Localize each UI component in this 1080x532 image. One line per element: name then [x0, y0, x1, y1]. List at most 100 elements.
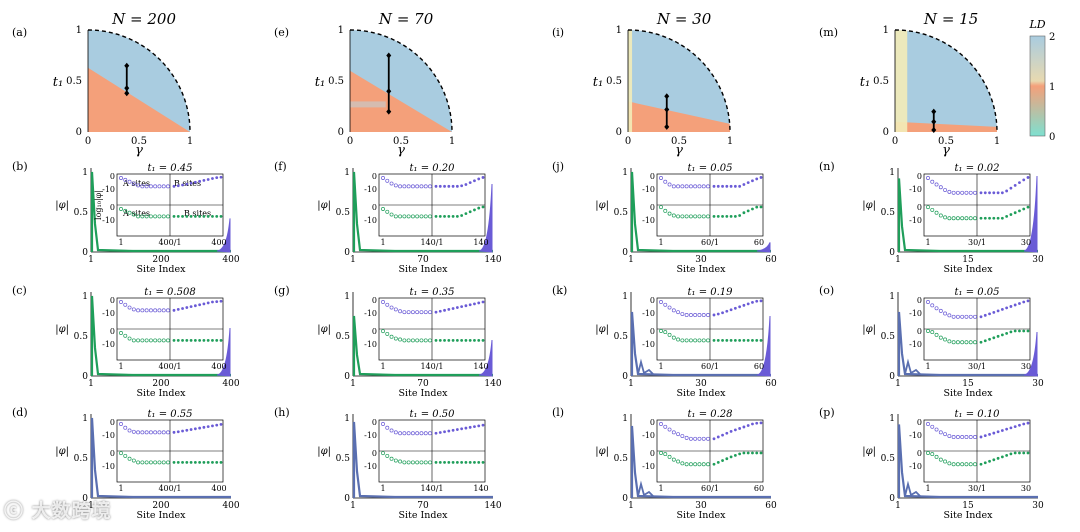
xtick: 1: [895, 255, 901, 265]
ylabel: |φ|: [595, 324, 609, 335]
phase-ytick: 0.5: [873, 76, 889, 87]
inset-marker-b: [742, 339, 746, 342]
ytick: 0.5: [336, 208, 351, 218]
inset-marker-a: [131, 338, 136, 343]
inset-xtick: 30/1: [968, 484, 986, 493]
left-edge-state: [90, 171, 231, 253]
inset-marker-b: [451, 215, 455, 218]
inset-ytick: -10: [102, 431, 115, 440]
inset-marker-a: [385, 178, 390, 183]
inset-marker-a: [659, 205, 663, 210]
ytick: 1: [889, 292, 895, 302]
inset-marker-a: [693, 436, 698, 441]
inset-ytick: -10: [364, 431, 377, 440]
ytick: 0.5: [881, 454, 896, 464]
panel-label: (m): [819, 26, 838, 39]
inset-marker-a: [423, 460, 428, 465]
colorbar-tick: 1: [1049, 82, 1055, 93]
inset-marker-b: [712, 215, 716, 218]
inset-marker-b: [1005, 453, 1009, 457]
inset-xtick: 30: [1021, 362, 1031, 371]
inset-marker-b: [1022, 300, 1026, 304]
phase-ytick: 1: [338, 25, 344, 36]
inset-marker-a: [148, 460, 153, 465]
ytick: 1: [82, 414, 88, 424]
inset-marker-a: [688, 338, 693, 343]
inset-marker-b: [477, 424, 481, 428]
inset-marker-b: [189, 215, 193, 218]
left-edge-state: [90, 417, 231, 499]
xtick: 15: [962, 501, 974, 511]
ylabel: |φ|: [55, 324, 69, 335]
inset-marker-b: [755, 205, 759, 209]
inset-marker-a: [697, 214, 702, 219]
inset-marker-a: [684, 214, 689, 219]
inset-marker-a: [423, 310, 428, 315]
phase-diagram: 0 0.5 1 0 0.5 1 t₁ γ N = 200 (a): [12, 10, 193, 158]
inset-marker-b: [729, 215, 733, 218]
inset-marker-b: [176, 215, 180, 218]
phase-title: N = 30: [656, 10, 712, 28]
inset-marker-a: [123, 177, 128, 182]
inset-marker-b: [468, 303, 472, 307]
inset-marker-a: [688, 313, 693, 317]
inset-ytick: 0: [650, 418, 655, 427]
inset-marker-b: [185, 339, 189, 342]
inset-marker-a: [419, 214, 424, 219]
inset-marker-a: [166, 430, 170, 435]
xtick: 1: [350, 255, 356, 265]
ylabel: |φ|: [595, 446, 609, 457]
inset-marker-a: [140, 338, 145, 343]
inset-marker-a: [671, 213, 676, 218]
ytick: 0: [344, 248, 350, 258]
inset-marker-a: [410, 310, 415, 315]
inset-ylabel: log₁₀|φ|: [94, 190, 103, 220]
inset-marker-b: [1000, 308, 1004, 311]
inset-marker-a: [934, 427, 939, 432]
inset-marker-a: [410, 338, 415, 343]
inset-marker-b: [172, 430, 176, 434]
inset-marker-a: [955, 314, 960, 319]
inset-marker-b: [988, 337, 991, 341]
inset-marker-b: [443, 339, 446, 342]
inset-marker-a: [680, 338, 685, 343]
inset-marker-b: [1018, 329, 1021, 333]
ytick: 1: [889, 414, 895, 424]
inset-ytick: -10: [364, 216, 377, 225]
inset-xtick: 1: [380, 484, 385, 493]
inset-marker-b: [189, 181, 193, 185]
inset-marker-b: [983, 339, 987, 343]
inset-marker-a: [926, 422, 930, 426]
inset-marker-b: [725, 457, 729, 461]
inset-marker-b: [215, 423, 219, 427]
inset-marker-b: [477, 461, 481, 464]
xtick: 30: [1032, 501, 1044, 511]
inset-marker-a: [930, 179, 935, 184]
phase-segment-marker: [124, 90, 130, 97]
inset-xtick: 140: [473, 238, 488, 247]
inset-marker-b: [455, 461, 459, 464]
inset-marker-a: [127, 456, 132, 461]
ytick: 1: [82, 292, 88, 302]
left-bump: [904, 480, 921, 497]
inset-marker-a: [960, 190, 965, 195]
inset-xtick: 400/1: [158, 362, 181, 371]
inset-marker-b: [712, 339, 716, 342]
inset-marker-a: [398, 459, 403, 464]
inset-marker-a: [166, 184, 170, 189]
inset-marker-a: [947, 461, 952, 466]
inset-marker-b: [181, 183, 184, 187]
inset-marker-b: [434, 461, 438, 464]
inset-marker-b: [455, 428, 459, 431]
inset-marker-b: [176, 461, 180, 464]
inset-marker-b: [1013, 211, 1017, 215]
inset-marker-a: [406, 214, 411, 219]
xtick: 30: [1032, 255, 1044, 265]
inset-ytick: 0: [650, 296, 655, 305]
inset-marker-b: [712, 437, 716, 441]
inset-marker-a: [428, 431, 432, 436]
watermark-logo-icon: ⓒ: [4, 500, 25, 522]
inset-marker-b: [219, 422, 223, 426]
inset-marker-a: [136, 338, 141, 343]
